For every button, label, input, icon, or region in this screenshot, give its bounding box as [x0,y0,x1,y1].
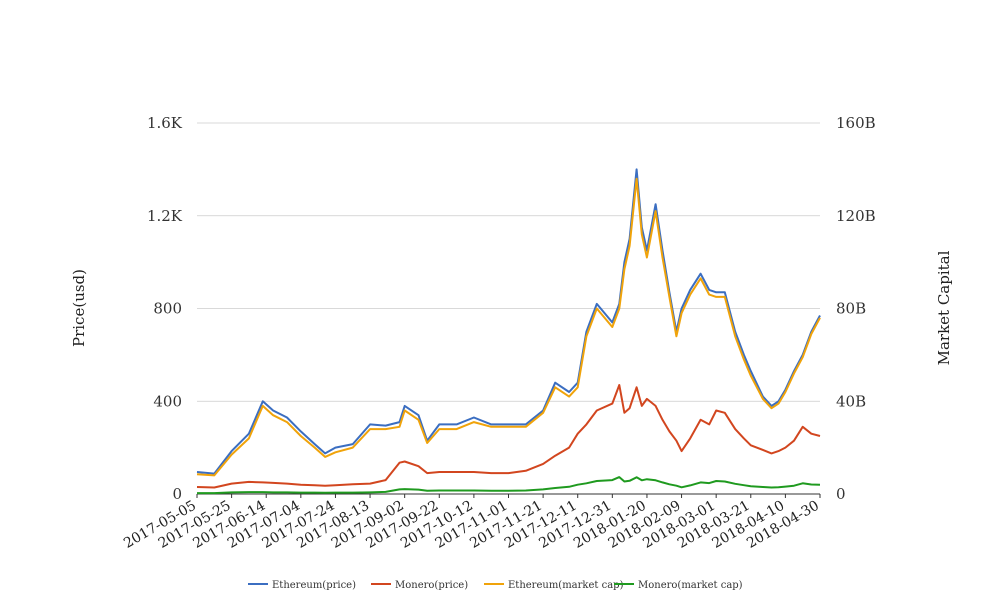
right-y-tick-label: 80B [836,300,866,318]
right-y-tick-label: 40B [836,392,866,410]
left-y-tick-label: 400 [153,392,182,410]
series-line-ethereum-price [196,168,821,475]
left-y-tick-label: 1.2K [147,207,183,225]
right-y-tick-label: 120B [836,207,876,225]
legend-item: Monero(market cap) [614,580,743,591]
legend-item: Ethereum(price) [248,580,356,591]
right-axis-title: Market Capital [935,250,953,365]
left-axis-title: Price(usd) [70,269,88,347]
legend-label: Monero(price) [395,580,468,591]
left-y-tick-label: 0 [172,485,182,503]
right-y-tick-label: 160B [836,114,876,132]
legend-label: Ethereum(price) [272,580,356,591]
series-line-monero-price [196,384,821,489]
legend-label: Monero(market cap) [638,580,743,591]
legend-item: Monero(price) [371,580,468,591]
legend-label: Ethereum(market cap) [508,580,624,591]
x-axis: 2017-05-052017-05-252017-06-142017-07-04… [121,494,822,552]
legend-item: Ethereum(market cap) [484,580,624,591]
left-y-tick-label: 1.6K [147,114,183,132]
left-y-axis: 0 400 800 1.2K 1.6K [147,114,183,503]
series-line-monero-market-cap [197,476,821,495]
series-line-ethereum-market-cap [196,177,821,477]
gridlines [197,122,820,495]
right-y-axis: 0 40B 80B 120B 160B [836,114,876,503]
legend: Ethereum(price) Monero(price) Ethereum(mar… [248,580,743,591]
left-y-tick-label: 800 [153,300,182,318]
series-lines [196,168,821,495]
right-y-tick-label: 0 [836,485,846,503]
